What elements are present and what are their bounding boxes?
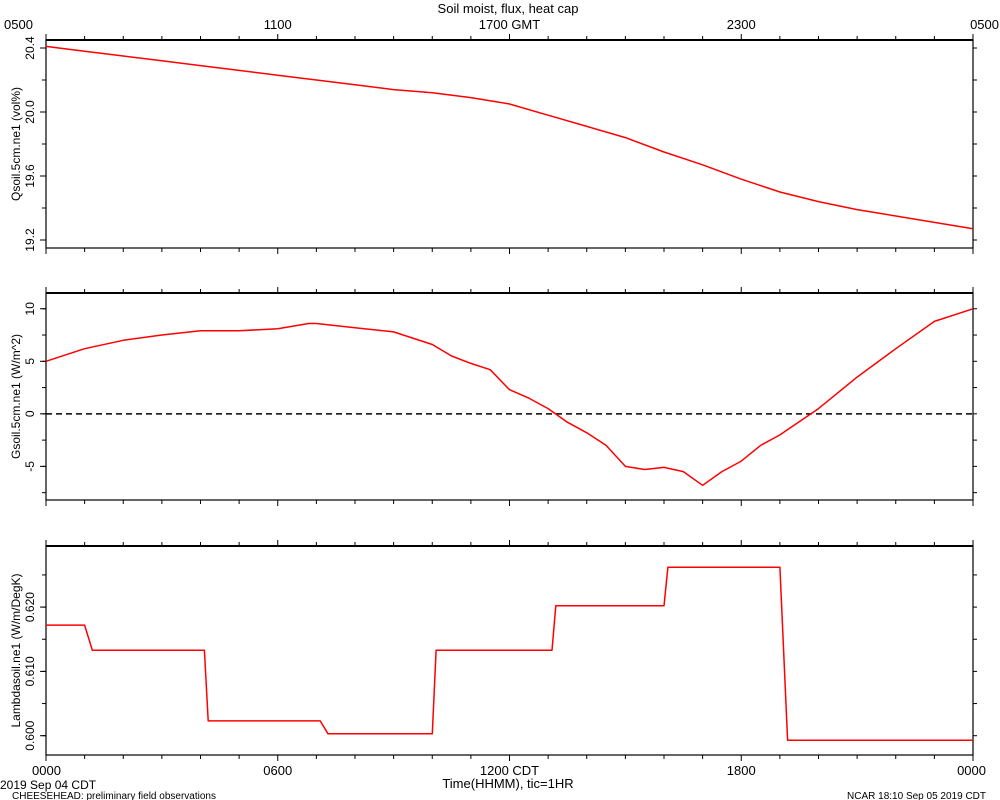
y-axis-label: Lambdasoil.ne1 (W/m/DegK) [9,573,23,727]
y-tick-label: 20.0 [23,100,37,124]
top-axis-tick-label: 1100 [264,17,292,32]
bottom-time-axis: 0000 0600 1200 CDT 1800 0000 [32,763,986,778]
y-tick-label: 0.610 [23,656,37,686]
footer-left: CHEESEHEAD: preliminary field observatio… [12,791,216,800]
y-tick-label: 0 [23,410,37,417]
chart-panel-2: -5 0 5 10 Gsoil.5cm.ne1 (W/m^2) [9,287,977,506]
footer-right: NCAR 18:10 Sep 05 2019 CDT [847,791,986,800]
bottom-axis-tick-label: 0600 [263,763,292,778]
panel-frame [45,39,974,249]
top-axis-tick-label: 0500 [970,17,999,32]
top-axis-tick-label: 0500 [4,17,33,32]
series-line-1 [45,45,974,230]
top-time-axis: 0500 1100 1700 GMT 2300 0500 [4,17,999,32]
y-tick-label: 10 [23,302,37,316]
bottom-axis-tick-label: 1800 [727,763,756,778]
bottom-axis-tick-label: 0000 [957,763,986,778]
y-tick-label: 0.600 [23,720,37,750]
y-axis-label: Qsoil.5cm.ne1 (vol%) [9,87,23,201]
series-line-3 [46,566,973,741]
y-axis-label: Gsoil.5cm.ne1 (W/m^2) [9,334,23,459]
y-tick-label: 19.2 [23,228,37,252]
chart-panel-1: 19.2 19.6 20.0 20.4 Qsoil.5cm.ne1 (vol%) [9,34,977,254]
bottom-axis-tick-label: 0000 [32,763,61,778]
series-line-2 [45,308,974,487]
chart-title: Soil moist, flux, heat cap [438,1,579,16]
bottom-axis-tick-label: 1200 CDT [480,763,539,778]
panels: 19.2 19.6 20.0 20.4 Qsoil.5cm.ne1 (vol%) -5 0 5… [9,34,977,761]
top-axis-tick-label: 1700 GMT [479,17,540,32]
y-tick-label: -5 [23,461,37,472]
y-tick-label: 19.6 [23,164,37,188]
y-tick-label: 20.4 [23,36,37,60]
x-axis-label: Time(HHMM), tic=1HR [442,776,573,791]
y-tick-label: 0.620 [23,592,37,622]
top-axis-tick-label: 2300 [727,17,756,32]
y-tick-label: 5 [23,358,37,365]
date-label: 2019 Sep 04 CDT [0,778,97,792]
